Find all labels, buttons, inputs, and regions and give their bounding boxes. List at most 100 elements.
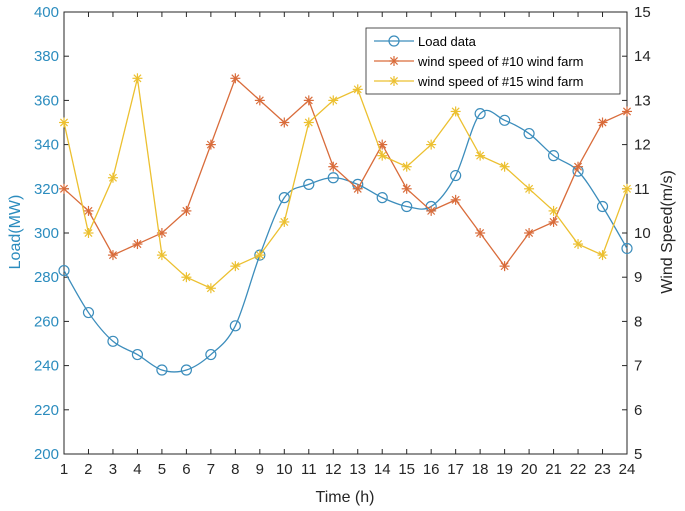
data-point	[499, 261, 510, 272]
marker-stroke	[280, 118, 289, 127]
y-left-tick-label: 280	[34, 269, 59, 286]
marker-stroke	[280, 217, 289, 226]
x-tick-label: 21	[545, 461, 562, 478]
marker-stroke	[231, 262, 240, 271]
x-tick-label: 2	[84, 461, 92, 478]
marker-stroke	[231, 74, 240, 83]
data-point	[622, 183, 632, 194]
data-point	[377, 139, 388, 150]
marker-stroke	[353, 184, 362, 193]
legend-entry-label: wind speed of #10 wind farm	[417, 54, 583, 69]
data-point	[475, 228, 486, 238]
series-group	[58, 73, 633, 376]
y-right-tick-label: 5	[634, 446, 642, 463]
marker-stroke	[59, 118, 69, 127]
data-point	[205, 348, 217, 361]
marker-stroke	[133, 240, 142, 249]
data-point	[547, 150, 560, 162]
data-point	[278, 192, 290, 204]
x-tick-label: 4	[133, 461, 141, 478]
marker-stroke	[59, 184, 69, 193]
y-left-tick-label: 400	[34, 4, 59, 21]
data-point	[328, 95, 339, 106]
marker-stroke	[622, 184, 632, 193]
marker-stroke	[500, 162, 509, 171]
marker-stroke	[549, 206, 558, 215]
data-point	[205, 139, 216, 150]
marker-stroke	[389, 76, 399, 86]
data-point	[352, 84, 363, 95]
x-tick-label: 18	[472, 461, 489, 478]
data-point	[279, 216, 290, 227]
data-point	[59, 117, 69, 128]
y-left-tick-label: 380	[34, 48, 59, 65]
data-point	[377, 150, 388, 161]
data-point	[156, 250, 167, 261]
series-line-wind-2	[63, 78, 628, 290]
data-point	[59, 183, 69, 194]
x-tick-label: 11	[301, 461, 317, 478]
marker-stroke	[84, 228, 93, 238]
x-tick-label: 15	[398, 461, 415, 478]
data-point	[107, 250, 118, 261]
data-point	[401, 200, 413, 213]
marker-stroke	[476, 228, 485, 238]
data-point	[548, 216, 559, 227]
y-left-tick-label: 340	[34, 137, 59, 154]
data-point	[107, 172, 118, 183]
data-point	[230, 261, 241, 272]
data-point	[303, 178, 315, 190]
x-tick-label: 12	[325, 461, 342, 478]
marker-stroke	[500, 262, 509, 271]
x-tick-label: 19	[496, 461, 513, 478]
data-point	[82, 306, 95, 319]
marker-stroke	[182, 206, 191, 215]
y-right-tick-label: 15	[634, 4, 651, 21]
data-point	[132, 73, 143, 84]
marker-stroke	[598, 251, 607, 260]
x-axis-label: Time (h)	[316, 489, 375, 506]
legend-entry-label: Load data	[418, 34, 477, 49]
data-point	[597, 117, 608, 128]
data-point	[279, 117, 290, 128]
data-point	[352, 183, 363, 194]
data-point	[303, 117, 314, 128]
series-line-load	[63, 109, 628, 373]
data-point	[205, 283, 216, 294]
y-right-tick-label: 7	[634, 358, 642, 375]
marker-stroke	[451, 107, 460, 116]
legend: Load data wind speed of #10 wind farm wind…	[365, 27, 621, 95]
marker-stroke	[329, 96, 338, 105]
x-tick-label: 5	[158, 461, 166, 478]
marker-stroke	[378, 151, 387, 160]
marker-stroke	[255, 251, 264, 260]
data-point	[524, 228, 535, 238]
x-tick-label: 14	[374, 461, 391, 478]
x-tick-label: 10	[276, 461, 293, 478]
marker-stroke	[402, 184, 411, 193]
data-point	[475, 150, 486, 161]
legend-marker	[389, 76, 399, 86]
marker-stroke	[389, 56, 399, 66]
y-right-tick-label: 13	[634, 92, 651, 109]
marker-stroke	[378, 140, 387, 149]
data-point	[597, 250, 608, 261]
x-tick-label: 7	[207, 461, 215, 478]
marker-stroke	[255, 96, 264, 105]
marker-stroke	[329, 162, 338, 171]
marker-stroke	[451, 195, 460, 204]
y-axis-left-label: Load(MW)	[7, 195, 24, 270]
data-point	[621, 242, 633, 255]
marker-stroke	[304, 118, 313, 127]
y-right-tick-label: 8	[634, 313, 642, 330]
y-right-tick-label: 10	[634, 225, 651, 242]
data-point	[303, 95, 314, 106]
data-point	[181, 205, 192, 216]
data-point	[499, 114, 511, 126]
y-left-tick-label: 320	[34, 181, 59, 198]
data-point	[83, 205, 94, 216]
data-point	[573, 161, 584, 172]
data-point	[548, 205, 559, 216]
y-left-tick-label: 220	[34, 402, 59, 419]
